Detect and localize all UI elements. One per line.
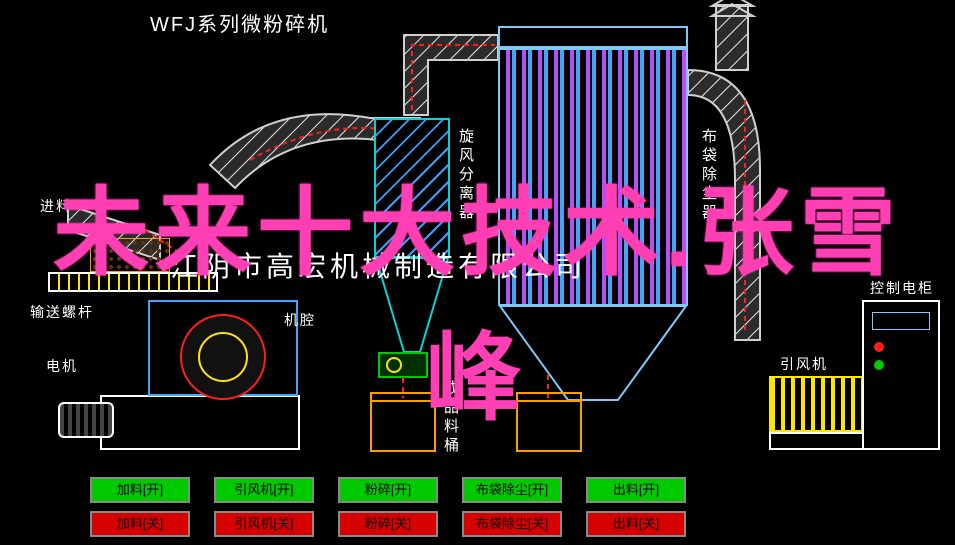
label-chamber: 机腔 [284, 310, 316, 330]
btn-close[interactable]: 布袋除尘[关] [462, 511, 562, 537]
cyclone-body [374, 118, 450, 258]
btn-close[interactable]: 出料[关] [586, 511, 686, 537]
label-fan: 引风机 [780, 354, 828, 374]
material-pile [90, 238, 170, 272]
company-name: 江阴市高宏机械制造有限公司 [170, 245, 586, 285]
btn-open[interactable]: 引风机[开] [214, 477, 314, 503]
btn-close[interactable]: 粉碎[关] [338, 511, 438, 537]
mill-rotor-inner [198, 332, 248, 382]
btn-open[interactable]: 布袋除尘[开] [462, 477, 562, 503]
btn-open[interactable]: 出料[开] [586, 477, 686, 503]
product-bucket-2 [516, 400, 582, 452]
control-cabinet [862, 300, 940, 450]
mill-frame [100, 395, 300, 450]
product-bucket-1 [370, 400, 436, 452]
btn-open[interactable]: 加料[开] [90, 477, 190, 503]
btn-close[interactable]: 加料[关] [90, 511, 190, 537]
hmi-button-row: 加料[开] 加料[关] 引风机[开] 引风机[关] 粉碎[开] 粉碎[关] 布袋除尘[开] 布… [90, 477, 710, 537]
label-screw: 输送螺杆 [30, 302, 94, 322]
label-cabinet: 控制电柜 [870, 278, 934, 298]
id-fan-blades [769, 376, 869, 432]
btn-open[interactable]: 粉碎[开] [338, 477, 438, 503]
rotary-valve [378, 352, 428, 378]
baghouse-hopper [498, 304, 688, 404]
label-bucket: 成品料桶 [440, 380, 461, 456]
label-cyclone: 旋风分离器 [455, 128, 476, 223]
drive-motor [58, 402, 114, 438]
label-motor: 电机 [46, 356, 78, 376]
btn-close[interactable]: 引风机[关] [214, 511, 314, 537]
id-fan-base [769, 432, 869, 450]
label-baghouse: 布袋除尘器 [698, 128, 719, 223]
baghouse-header [498, 26, 688, 48]
label-feed: 进料 [40, 196, 72, 216]
diagram-title: WFJ系列微粉碎机 [150, 8, 329, 37]
